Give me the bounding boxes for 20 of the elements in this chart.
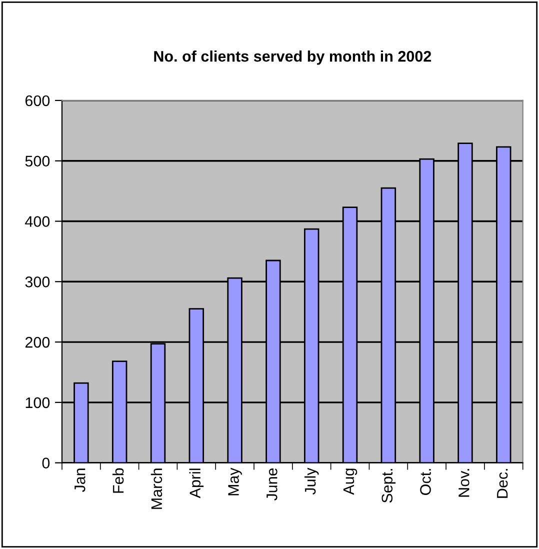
x-tick-label: Nov. <box>458 469 470 497</box>
x-tick-label: Dec. <box>497 469 508 498</box>
y-tick-label: 100 <box>26 397 50 408</box>
y-tick-label: 300 <box>25 276 50 288</box>
x-tick-label: July <box>304 468 319 495</box>
x-tick-label: April <box>189 468 204 498</box>
y-tick-label: 600 <box>25 95 50 106</box>
y-tick-label: 500 <box>25 156 50 167</box>
x-tick-label: Aug <box>343 468 358 495</box>
x-tick-label: March <box>150 468 162 509</box>
y-tick-label: 400 <box>25 216 50 227</box>
x-tick-label: June <box>266 468 278 501</box>
x-tick-label: Sept. <box>382 469 396 503</box>
chart-title: No. of clients served by month in 2002 <box>154 50 432 65</box>
x-tick-label: Oct. <box>420 469 431 495</box>
y-tick-label: 0 <box>42 458 50 468</box>
y-tick-label: 200 <box>25 336 50 348</box>
x-tick-label: Jan <box>74 468 86 492</box>
x-tick-label: Feb <box>112 468 124 493</box>
x-tick-label: May <box>228 468 242 496</box>
